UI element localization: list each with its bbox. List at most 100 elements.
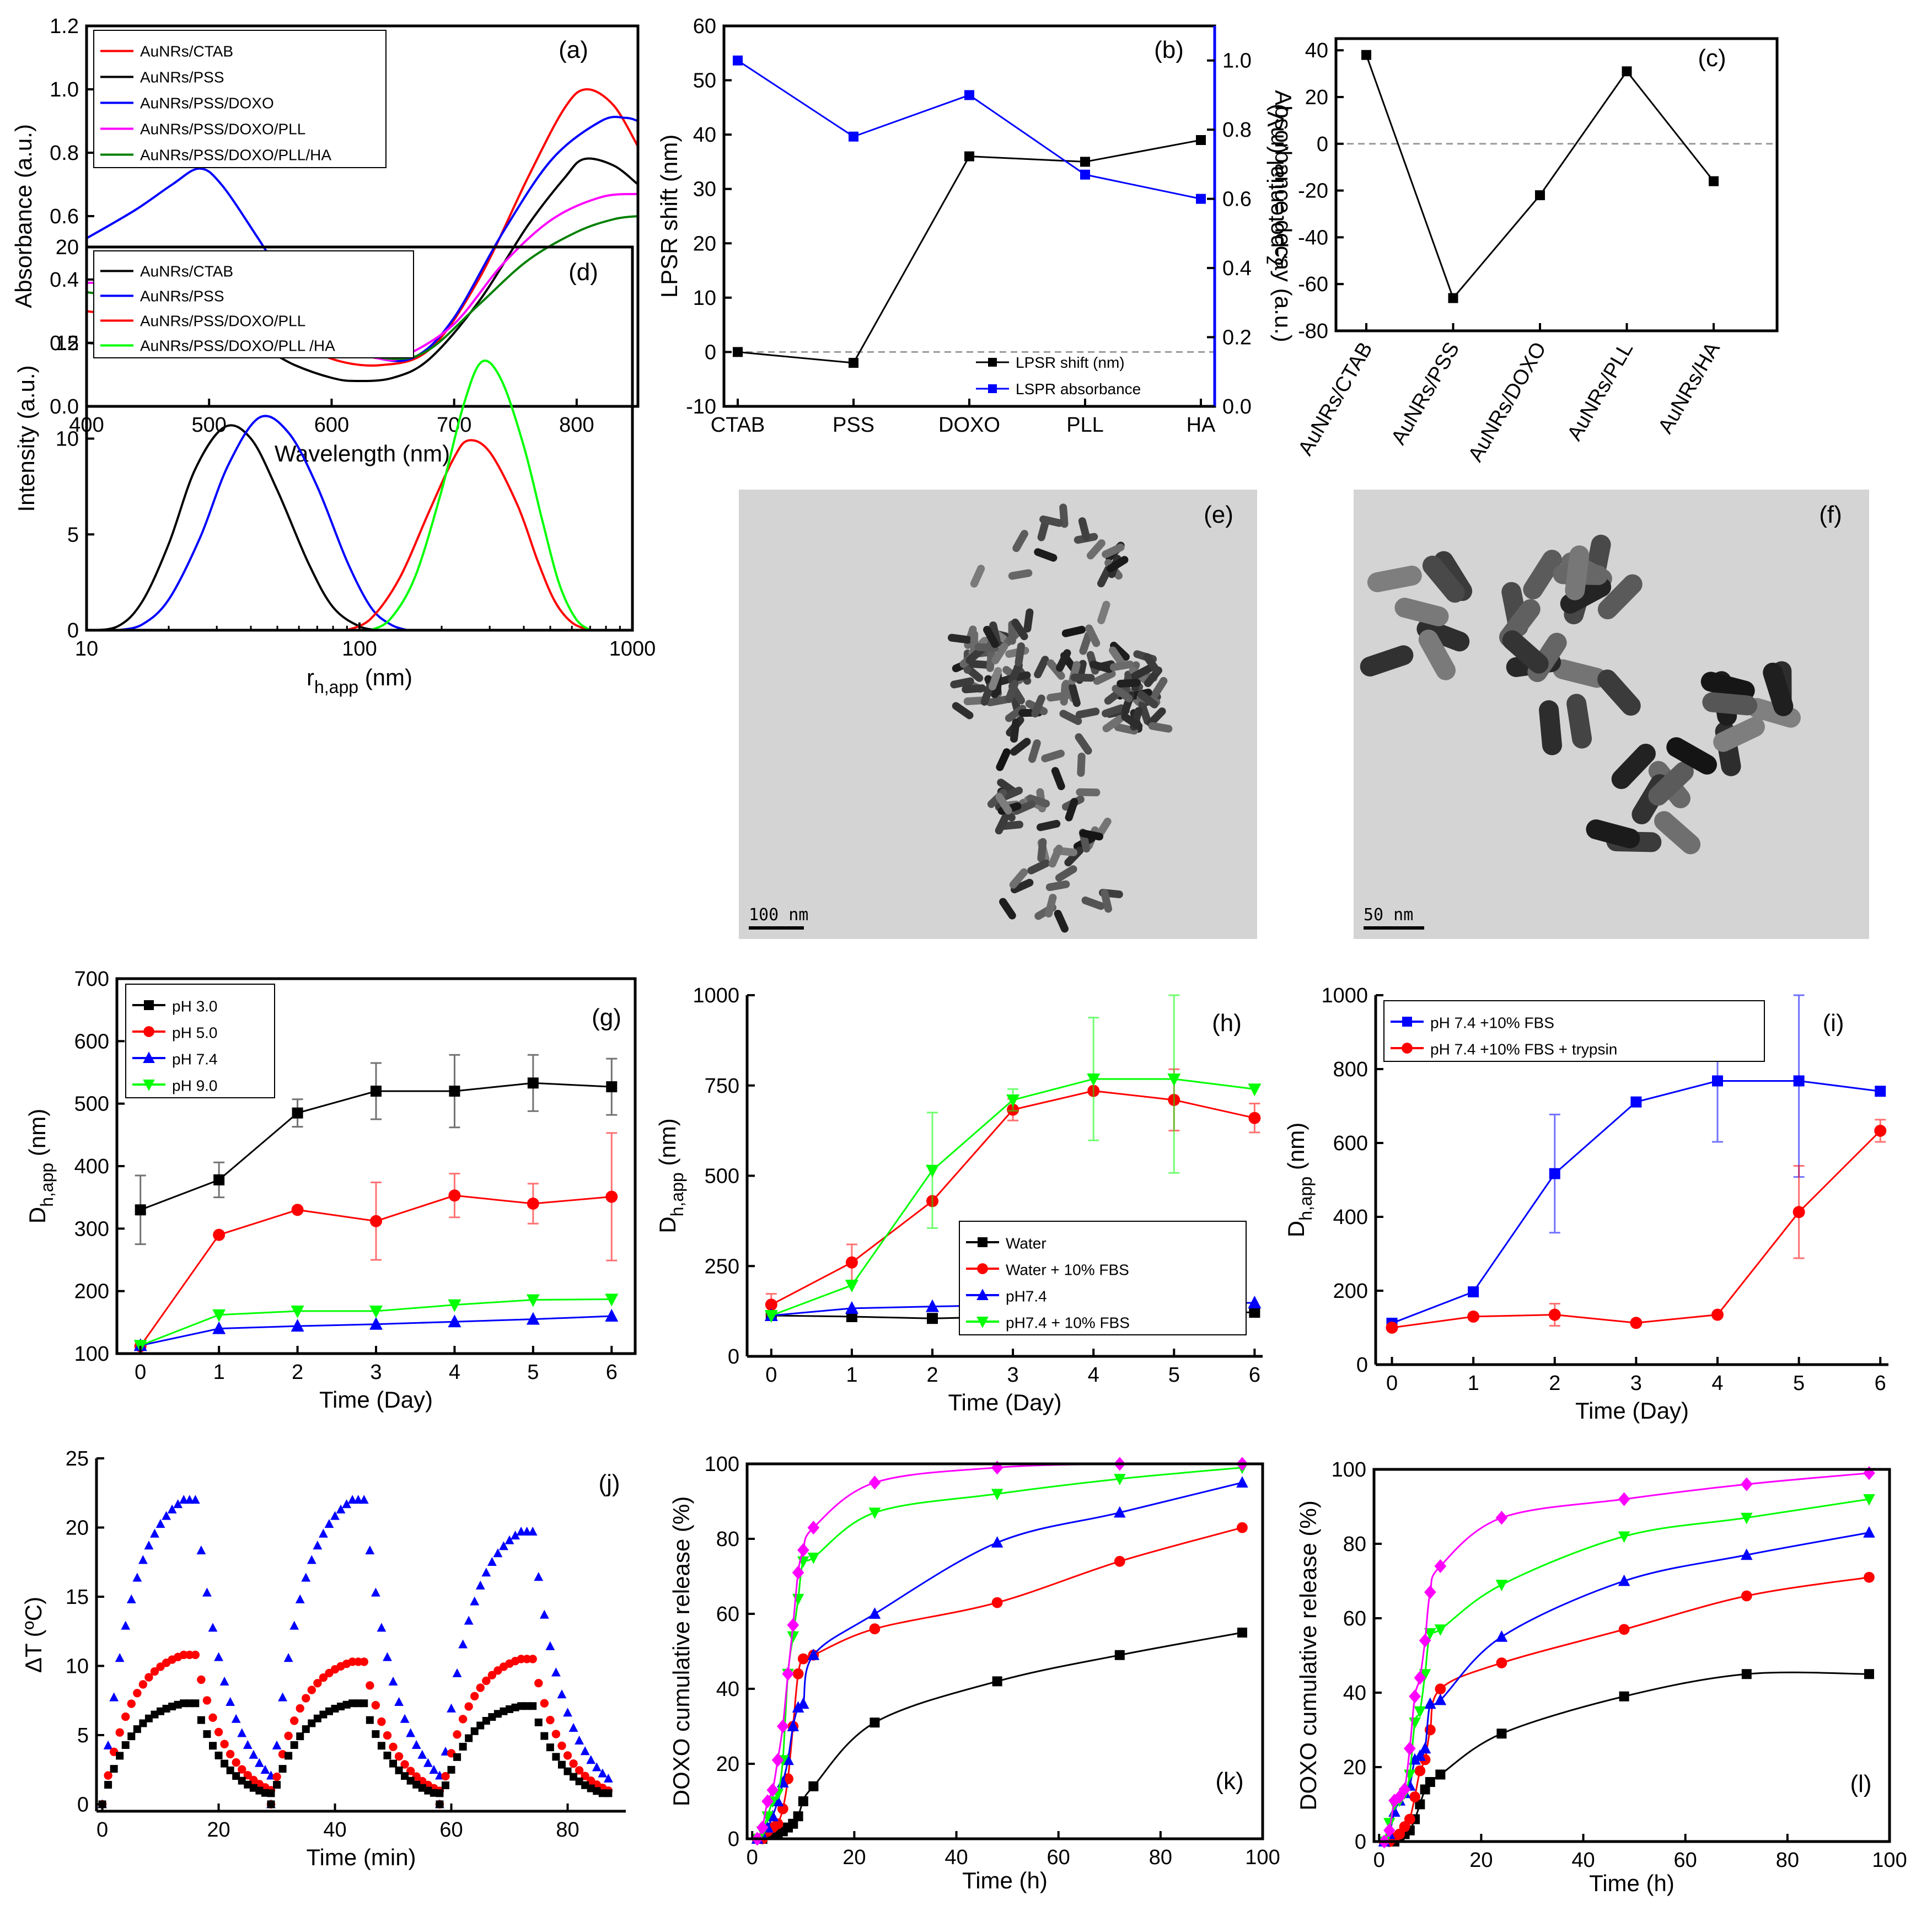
y-axis-title: DOXO cumulative release (%)	[1295, 1500, 1321, 1811]
x-tick-label: 100	[1872, 1849, 1907, 1872]
data-point	[564, 1767, 572, 1775]
data-point	[1618, 1531, 1630, 1543]
y-tick-label: 600	[1333, 1132, 1368, 1155]
nanorod	[986, 695, 1010, 707]
nanorod	[1143, 653, 1161, 675]
data-point	[528, 1655, 537, 1663]
data-point	[1237, 1628, 1247, 1638]
x-tick-label: 5	[1168, 1364, 1180, 1387]
y-axis-title-main: ΔT (ºC)	[20, 1597, 46, 1673]
nanorod	[1077, 752, 1086, 777]
data-point	[546, 1743, 554, 1752]
data-point	[464, 1702, 473, 1711]
data-point	[202, 1696, 212, 1705]
nanorod	[1089, 661, 1113, 673]
y-tick-label: 0.2	[1222, 326, 1252, 350]
nanorod	[1027, 859, 1050, 874]
nanorod	[1041, 749, 1065, 763]
nanorod	[1081, 897, 1105, 910]
x-tick-label: 4	[449, 1361, 460, 1384]
x-tick-label: 0	[96, 1818, 108, 1842]
data-point	[551, 1667, 561, 1677]
data-point	[191, 1650, 200, 1660]
y-axis-title-main: D	[24, 1207, 50, 1223]
nanorod	[1070, 673, 1095, 682]
x-axis-title-main: Time (Day)	[1575, 1398, 1689, 1424]
data-point	[1622, 66, 1632, 77]
data-point	[377, 1717, 386, 1726]
data-point	[1080, 157, 1090, 167]
data-point	[436, 1789, 444, 1797]
y-tick-label: 80	[716, 1528, 739, 1551]
y-tick-label: 0.8	[1222, 119, 1252, 142]
data-point	[1404, 1741, 1416, 1756]
data-point	[289, 1620, 299, 1630]
data-point	[1409, 1689, 1421, 1704]
nanorod	[1028, 739, 1041, 763]
nanorod	[1031, 694, 1045, 718]
data-point	[401, 1772, 409, 1780]
data-point	[1535, 190, 1545, 201]
data-point	[1793, 1206, 1805, 1219]
data-point	[581, 1781, 589, 1789]
data-point	[138, 1680, 148, 1689]
nanorod	[1061, 626, 1086, 637]
data-point	[593, 1787, 601, 1795]
data-point	[1196, 194, 1206, 204]
x-axis-title-subscript: h,app	[314, 677, 358, 697]
legend-entry: AuNRs/PSS/DOXO	[140, 95, 274, 112]
data-point	[185, 1495, 195, 1504]
nanorod	[1539, 700, 1562, 755]
y-tick-label: 0.6	[50, 205, 79, 228]
nanorod	[1012, 530, 1028, 552]
y-axis-title-main: DOXO cumulative release (%)	[1295, 1500, 1321, 1811]
y-tick-label: 0.4	[50, 269, 79, 292]
x-tick-label: 0	[135, 1361, 146, 1384]
nanorod	[970, 565, 985, 588]
y-axis-title: Dh,app (nm)	[1283, 1123, 1316, 1237]
nanorod	[996, 748, 1011, 771]
y-tick-label: 5	[77, 1724, 89, 1747]
nanorod	[1012, 800, 1036, 815]
data-point	[365, 1545, 375, 1555]
nanorod	[1102, 715, 1124, 733]
data-point	[792, 1565, 804, 1580]
x-axis-title-main: Time (h)	[962, 1867, 1048, 1893]
data-point	[487, 1556, 497, 1566]
scale-bar-label: 50 nm	[1364, 905, 1413, 925]
x-tick-label: 2	[926, 1364, 938, 1387]
panel-k-doxo-release-chart: 0 20 40 60 80 100 0 20 40 60 80 100 Time (h) DOXO cum…	[668, 1453, 1280, 1893]
data-point	[1398, 1782, 1411, 1797]
legend-marker	[976, 1317, 989, 1328]
data-point	[336, 1504, 346, 1513]
legend-marker	[988, 384, 997, 393]
data-point	[249, 1784, 257, 1792]
data-point	[1424, 1697, 1436, 1709]
y-tick-label: 100	[74, 1343, 109, 1366]
x-tick-label: 60	[439, 1818, 463, 1842]
data-point	[482, 1676, 491, 1686]
x-axis-title-unit: (nm)	[358, 664, 412, 690]
distribution-curve-1	[86, 424, 382, 631]
y-tick-label: 100	[705, 1453, 739, 1476]
data-point	[528, 1526, 538, 1536]
data-point	[291, 1319, 304, 1332]
data-point	[1006, 1094, 1020, 1107]
data-point	[598, 1768, 608, 1778]
y-tick-label: 40	[716, 1678, 739, 1701]
data-point	[313, 1540, 323, 1550]
data-point	[1248, 1083, 1262, 1097]
nanorod	[989, 621, 1001, 646]
y-axis-title: Intensity (a.u.)	[13, 365, 39, 512]
data-point	[213, 1174, 225, 1185]
data-point	[991, 1597, 1003, 1608]
data-point	[1434, 1559, 1447, 1574]
data-point	[273, 1781, 281, 1789]
nanorod	[1075, 733, 1092, 755]
data-point	[366, 1681, 374, 1690]
y-tick-label: 60	[716, 1603, 739, 1626]
data-point	[212, 1309, 226, 1322]
data-point	[1114, 1555, 1125, 1567]
legend-marker	[143, 1080, 155, 1091]
legend-entry: AuNRs/PSS/DOXO/PLL	[140, 121, 305, 138]
